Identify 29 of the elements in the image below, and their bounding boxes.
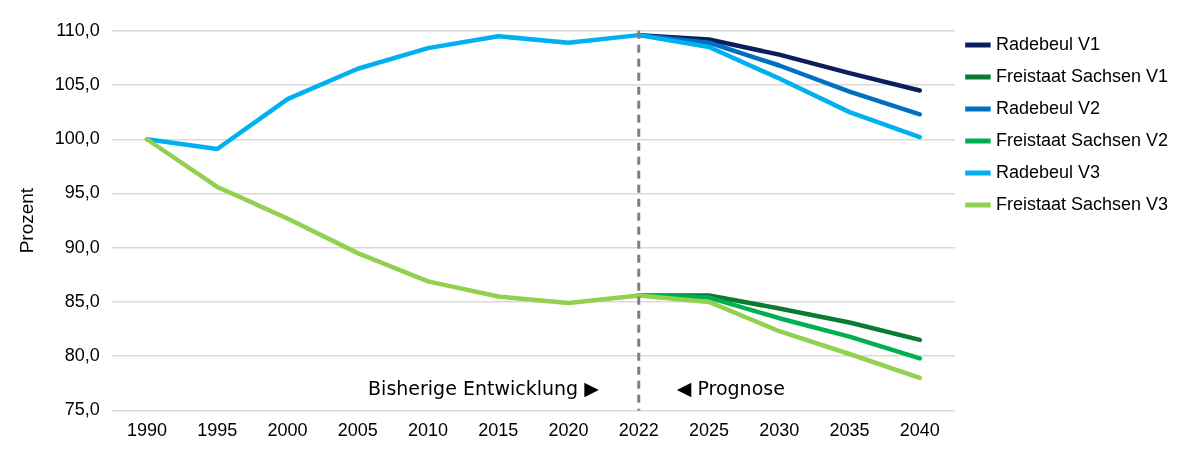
x-tick-label: 2025 [688,420,730,441]
annotation: ◀ Prognose [676,377,785,400]
x-tick-label: 1990 [126,420,167,441]
y-axis-title: Prozent [15,187,37,254]
x-tick-label: 2005 [337,420,378,441]
legend-label: Freistaat Sachsen V2 [995,129,1168,150]
x-tick-label: 2010 [407,420,449,441]
y-tick-label: 90,0 [64,236,100,257]
y-tick-label: 100,0 [54,128,100,149]
y-tick-label: 105,0 [54,74,100,94]
x-tick-label: 2022 [618,420,659,441]
x-tick-label: 2015 [478,420,519,441]
legend-label: Freistaat Sachsen V1 [995,65,1168,86]
y-tick-label: 95,0 [64,182,100,203]
annotation: Bisherige Entwicklung ▶ [368,377,600,400]
legend-label: Radebeul V2 [995,97,1100,118]
x-tick-label: 2040 [899,420,940,441]
legend-label: Radebeul V1 [995,33,1100,54]
x-tick-label: 1995 [197,420,238,441]
x-tick-label: 2000 [267,420,308,441]
x-tick-label: 2020 [548,420,589,441]
x-tick-label: 2030 [759,420,800,441]
legend-label: Radebeul V3 [995,161,1100,182]
legend-label: Freistaat Sachsen V3 [995,193,1168,214]
y-tick-label: 85,0 [64,290,100,311]
y-tick-label: 80,0 [64,345,100,366]
y-tick-label: 110,0 [56,19,100,40]
y-tick-label: 75,0 [64,399,100,420]
x-tick-label: 2035 [829,420,870,441]
